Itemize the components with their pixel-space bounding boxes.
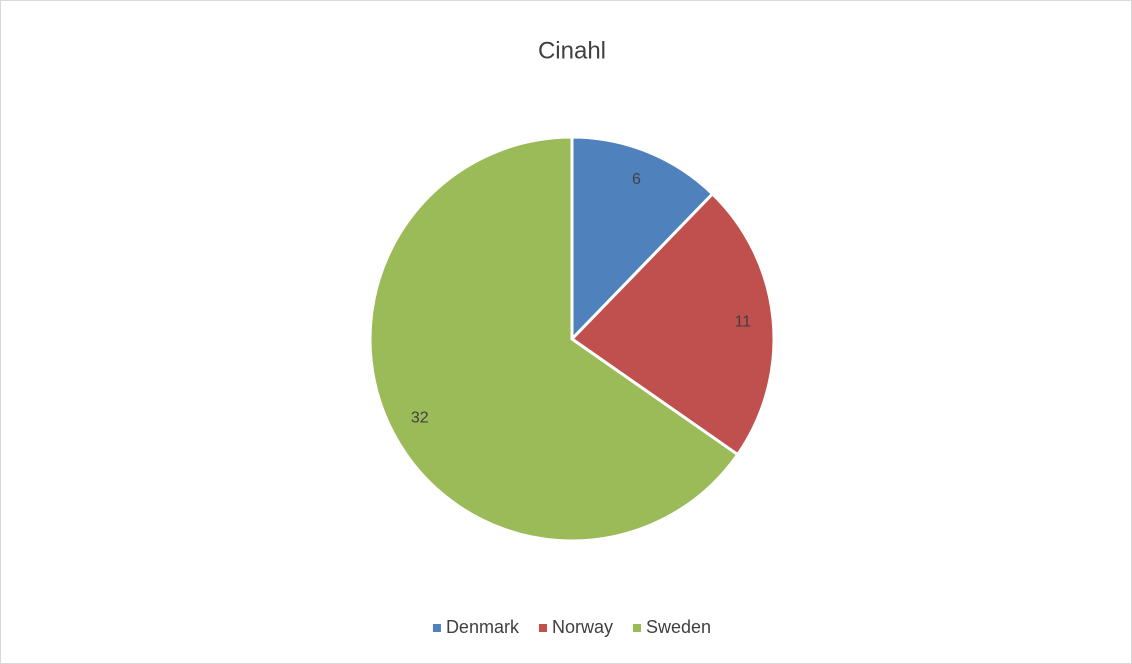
pie-slice [569, 191, 776, 457]
chart-title: Cinahl [538, 37, 606, 64]
legend-label: Norway [552, 617, 613, 637]
data-label: 6 [632, 171, 641, 188]
data-label: 32 [411, 410, 429, 427]
legend-marker [432, 624, 441, 632]
legend-label: Denmark [446, 617, 520, 637]
legend-marker [632, 624, 641, 632]
legend-label: Sweden [646, 617, 711, 637]
pie-slice [570, 135, 715, 343]
pie-slice [368, 135, 740, 543]
legend-marker [538, 624, 547, 632]
data-label: 11 [735, 314, 752, 331]
